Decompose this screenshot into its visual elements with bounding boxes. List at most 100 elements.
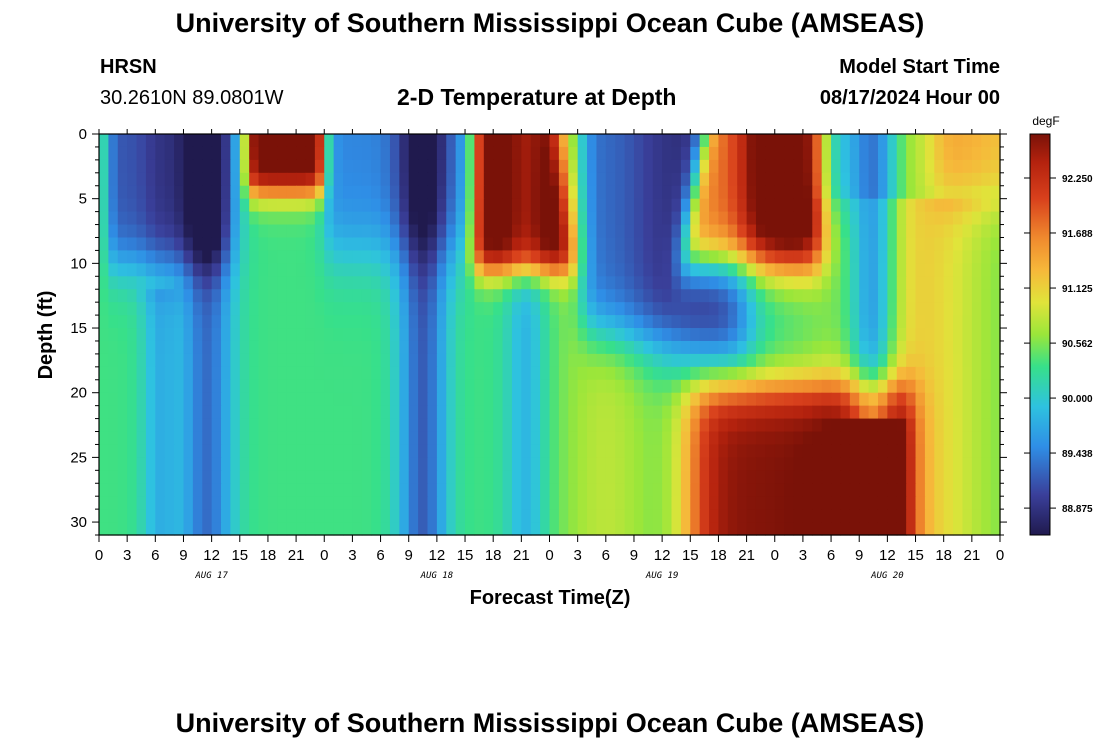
heatmap-cell [99, 470, 109, 484]
heatmap-cell [361, 431, 372, 446]
heatmap-cell [108, 224, 119, 239]
heatmap-cell [990, 418, 1001, 433]
heatmap-cell [352, 444, 363, 458]
heatmap-cell [746, 522, 757, 536]
heatmap-cell [352, 289, 363, 303]
heatmap-cell [633, 392, 644, 407]
heatmap-cell [596, 159, 607, 174]
heatmap-cell [380, 405, 391, 420]
heatmap-cell [821, 366, 832, 381]
heatmap-cell [943, 211, 954, 226]
heatmap-cell [399, 289, 410, 303]
heatmap-cell [784, 237, 795, 252]
heatmap-cell [990, 185, 1001, 200]
heatmap-cell [474, 237, 485, 252]
heatmap-cell [549, 509, 560, 523]
heatmap-cell [380, 146, 391, 161]
heatmap-cell [587, 237, 598, 252]
heatmap-cell [183, 302, 194, 316]
heatmap-cell [868, 134, 879, 148]
heatmap-cell [202, 418, 213, 433]
heatmap-cell [962, 172, 973, 187]
heatmap-cell [108, 496, 119, 510]
heatmap-cell [145, 211, 156, 226]
heatmap-cell [465, 146, 476, 161]
heatmap-cell [877, 509, 888, 523]
heatmap-cell [990, 159, 1001, 174]
heatmap-cell [174, 379, 185, 394]
heatmap-cell [962, 496, 973, 510]
x-tick-label: 6 [602, 547, 610, 564]
x-date-label: AUG 19 [645, 571, 679, 581]
heatmap-cell [446, 444, 457, 458]
x-tick-label: 21 [288, 547, 305, 564]
heatmap-cell [127, 263, 138, 277]
heatmap-cell [155, 276, 166, 290]
heatmap-cell [568, 483, 579, 497]
heatmap-cell [868, 224, 879, 239]
heatmap-cell [474, 289, 485, 303]
heatmap-cell [455, 237, 466, 252]
heatmap-cell [596, 328, 607, 342]
heatmap-cell [99, 457, 109, 471]
colorbar-tick-label: 91.688 [1062, 229, 1093, 240]
heatmap-cell [887, 405, 898, 420]
heatmap-cell [877, 146, 888, 161]
heatmap-cell [727, 263, 738, 277]
heatmap-cell [117, 172, 128, 187]
heatmap-cell [755, 418, 766, 433]
heatmap-cell [286, 172, 297, 187]
heatmap-cell [305, 172, 316, 187]
heatmap-cell [305, 159, 316, 174]
heatmap-cell [633, 353, 644, 368]
heatmap-cell [230, 134, 241, 148]
heatmap-cell [915, 198, 926, 213]
heatmap-cell [305, 379, 316, 394]
heatmap-cell [643, 263, 654, 277]
heatmap-cell [267, 509, 278, 523]
heatmap-cell [671, 276, 682, 290]
heatmap-cell [540, 224, 551, 239]
heatmap-cell [296, 185, 307, 200]
heatmap-cell [333, 146, 344, 161]
heatmap-cell [906, 134, 917, 148]
heatmap-cell [521, 509, 532, 523]
heatmap-cell [746, 470, 757, 484]
heatmap-cell [164, 470, 175, 484]
heatmap-cell [239, 444, 250, 458]
heatmap-cell [596, 134, 607, 148]
heatmap-cell [99, 185, 109, 200]
heatmap-cell [680, 431, 691, 446]
heatmap-cell [643, 483, 654, 497]
heatmap-cell [831, 289, 842, 303]
heatmap-cell [709, 185, 720, 200]
heatmap-cell [784, 263, 795, 277]
heatmap-cell [211, 224, 222, 239]
heatmap-cell [915, 340, 926, 355]
heatmap-cell [136, 302, 147, 316]
heatmap-cell [436, 211, 447, 226]
heatmap-cell [587, 366, 598, 381]
heatmap-cell [239, 483, 250, 497]
heatmap-cell [239, 328, 250, 342]
heatmap-cell [249, 185, 260, 200]
heatmap-cell [108, 146, 119, 161]
heatmap-cell [389, 172, 400, 187]
heatmap-cell [709, 496, 720, 510]
heatmap-cell [324, 276, 335, 290]
heatmap-cell [624, 134, 635, 148]
heatmap-cell [924, 237, 935, 252]
heatmap-cell [624, 379, 635, 394]
heatmap-cell [587, 315, 598, 329]
heatmap-cell [971, 146, 982, 161]
heatmap-cell [802, 340, 813, 355]
heatmap-cell [145, 470, 156, 484]
heatmap-cell [746, 315, 757, 329]
heatmap-cell [831, 392, 842, 407]
heatmap-cell [343, 328, 354, 342]
heatmap-cell [230, 392, 241, 407]
heatmap-cell [812, 522, 823, 536]
heatmap-cell [371, 159, 382, 174]
heatmap-cell [643, 366, 654, 381]
heatmap-cell [399, 496, 410, 510]
